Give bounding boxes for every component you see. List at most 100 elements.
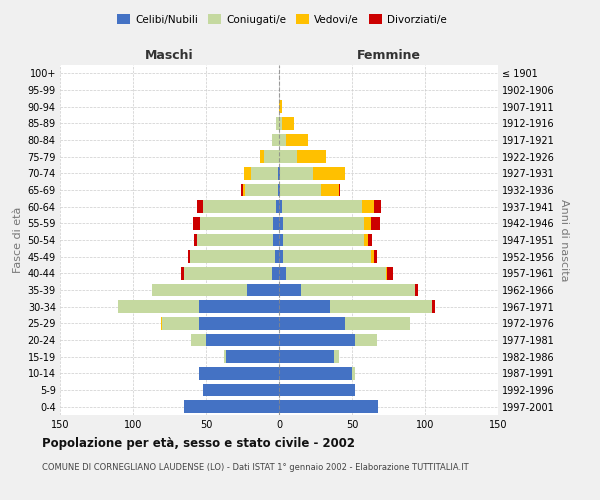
- Bar: [190, 250, 279, 263]
- Bar: [279, 200, 374, 213]
- Bar: [272, 134, 279, 146]
- Bar: [279, 300, 435, 313]
- Bar: [272, 267, 279, 280]
- Bar: [184, 267, 279, 280]
- Bar: [279, 384, 355, 396]
- Bar: [279, 200, 282, 213]
- Bar: [279, 167, 344, 179]
- Bar: [279, 217, 364, 230]
- Bar: [265, 150, 279, 163]
- Bar: [184, 400, 279, 413]
- Bar: [203, 200, 279, 213]
- Bar: [203, 384, 279, 396]
- Bar: [279, 184, 339, 196]
- Bar: [273, 217, 279, 230]
- Bar: [279, 150, 296, 163]
- Bar: [199, 367, 279, 380]
- Text: Popolazione per età, sesso e stato civile - 2002: Popolazione per età, sesso e stato civil…: [42, 438, 355, 450]
- Bar: [152, 284, 279, 296]
- Bar: [279, 100, 282, 113]
- Bar: [184, 400, 279, 413]
- Bar: [279, 317, 410, 330]
- Bar: [247, 284, 279, 296]
- Bar: [279, 284, 415, 296]
- Bar: [188, 250, 279, 263]
- Bar: [279, 300, 432, 313]
- Bar: [152, 284, 279, 296]
- Bar: [279, 184, 340, 196]
- Bar: [241, 184, 279, 196]
- Bar: [184, 267, 279, 280]
- Bar: [118, 300, 279, 313]
- Bar: [279, 234, 283, 246]
- Bar: [279, 234, 364, 246]
- Bar: [191, 334, 279, 346]
- Bar: [181, 267, 279, 280]
- Bar: [279, 384, 355, 396]
- Bar: [279, 400, 378, 413]
- Bar: [279, 334, 355, 346]
- Bar: [260, 150, 279, 163]
- Bar: [197, 234, 279, 246]
- Text: Femmine: Femmine: [356, 48, 421, 62]
- Bar: [279, 334, 377, 346]
- Bar: [200, 217, 279, 230]
- Bar: [279, 400, 378, 413]
- Bar: [161, 317, 279, 330]
- Bar: [190, 250, 279, 263]
- Bar: [200, 217, 279, 230]
- Bar: [279, 150, 326, 163]
- Y-axis label: Fasce di età: Fasce di età: [13, 207, 23, 273]
- Bar: [197, 234, 279, 246]
- Bar: [276, 200, 279, 213]
- Bar: [193, 217, 279, 230]
- Bar: [278, 167, 279, 179]
- Bar: [279, 217, 371, 230]
- Bar: [118, 300, 279, 313]
- Bar: [279, 334, 377, 346]
- Bar: [279, 400, 378, 413]
- Bar: [224, 350, 279, 363]
- Bar: [184, 400, 279, 413]
- Bar: [199, 367, 279, 380]
- Text: COMUNE DI CORNEGLIANO LAUDENSE (LO) - Dati ISTAT 1° gennaio 2002 - Elaborazione : COMUNE DI CORNEGLIANO LAUDENSE (LO) - Da…: [42, 462, 469, 471]
- Bar: [279, 217, 380, 230]
- Text: Maschi: Maschi: [145, 48, 194, 62]
- Bar: [279, 367, 355, 380]
- Bar: [279, 384, 355, 396]
- Bar: [279, 367, 352, 380]
- Bar: [279, 384, 355, 396]
- Bar: [279, 234, 368, 246]
- Bar: [279, 350, 339, 363]
- Bar: [279, 367, 355, 380]
- Bar: [279, 267, 393, 280]
- Bar: [279, 250, 371, 263]
- Bar: [279, 250, 374, 263]
- Bar: [199, 300, 279, 313]
- Bar: [199, 367, 279, 380]
- Bar: [279, 167, 280, 179]
- Bar: [152, 284, 279, 296]
- Bar: [279, 100, 282, 113]
- Bar: [162, 317, 279, 330]
- Bar: [279, 117, 293, 130]
- Bar: [279, 317, 410, 330]
- Bar: [279, 334, 377, 346]
- Bar: [279, 267, 387, 280]
- Bar: [279, 184, 322, 196]
- Bar: [279, 367, 355, 380]
- Bar: [276, 117, 279, 130]
- Bar: [279, 200, 381, 213]
- Bar: [199, 317, 279, 330]
- Bar: [279, 250, 377, 263]
- Bar: [203, 384, 279, 396]
- Bar: [279, 317, 410, 330]
- Bar: [197, 200, 279, 213]
- Bar: [279, 284, 418, 296]
- Bar: [203, 384, 279, 396]
- Bar: [279, 317, 344, 330]
- Bar: [206, 334, 279, 346]
- Bar: [194, 234, 279, 246]
- Bar: [191, 334, 279, 346]
- Bar: [279, 184, 280, 196]
